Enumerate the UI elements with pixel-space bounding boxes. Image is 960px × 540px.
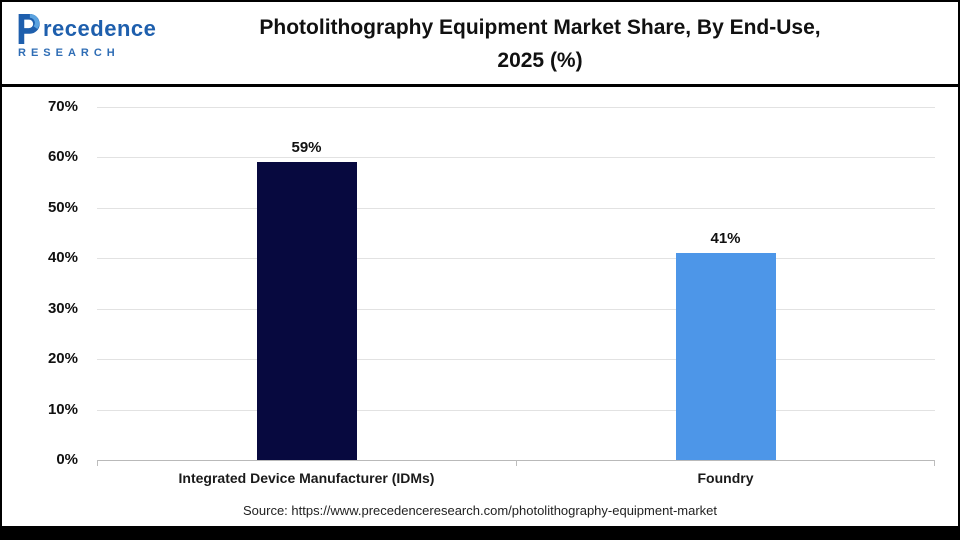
x-label-foundry: Foundry	[697, 470, 754, 486]
y-tick-label: 50%	[47, 198, 78, 216]
gridline	[97, 207, 935, 209]
y-tick-label: 60%	[47, 148, 78, 166]
y-tick-label: 30%	[47, 299, 78, 317]
bar-group-foundry: 41%	[516, 107, 935, 460]
chart-title-line2: 2025 (%)	[497, 48, 583, 72]
source-text: Source: https://www.precedenceresearch.c…	[242, 503, 718, 518]
logo-sub-text: RESEARCH	[18, 47, 120, 59]
chart-title-line1: Photolithography Equipment Market Share,…	[259, 16, 821, 39]
logo-p-icon	[18, 14, 40, 44]
bar-value-label: 41%	[710, 230, 741, 248]
x-axis-tick	[97, 460, 98, 466]
y-axis: 70% 60% 50% 40% 30% 20% 10% 0%	[2, 98, 90, 468]
header: recedence RESEARCH Photolithography Equi…	[2, 2, 958, 87]
y-tick-label: 70%	[47, 98, 78, 115]
y-tick-label: 10%	[47, 400, 78, 418]
chart-title: Photolithography Equipment Market Share,…	[182, 12, 898, 77]
y-tick-label: 20%	[47, 350, 78, 368]
bottom-bar	[2, 526, 958, 538]
gridline	[97, 258, 935, 260]
x-axis-labels: Integrated Device Manufacturer (IDMs) Fo…	[97, 470, 935, 486]
bar-foundry	[675, 253, 776, 460]
gridline	[97, 107, 935, 108]
plot-area: 59% 41%	[97, 107, 935, 466]
gridline	[97, 308, 935, 310]
precedence-research-logo: recedence RESEARCH	[16, 14, 156, 59]
gridline	[97, 409, 935, 411]
bar-group-idms: 59%	[97, 107, 516, 460]
x-axis-tick	[934, 460, 935, 466]
gridline	[97, 157, 935, 159]
bar-value-label: 59%	[291, 139, 322, 157]
bars-container: 59% 41%	[97, 107, 935, 460]
logo-brand-text: recedence	[43, 16, 157, 41]
x-label-idms: Integrated Device Manufacturer (IDMs)	[178, 470, 435, 486]
y-tick-label: 0%	[56, 451, 78, 468]
x-axis-tick	[516, 460, 517, 466]
y-tick-label: 40%	[47, 249, 78, 267]
bar-idms	[256, 162, 357, 460]
gridline	[97, 359, 935, 361]
